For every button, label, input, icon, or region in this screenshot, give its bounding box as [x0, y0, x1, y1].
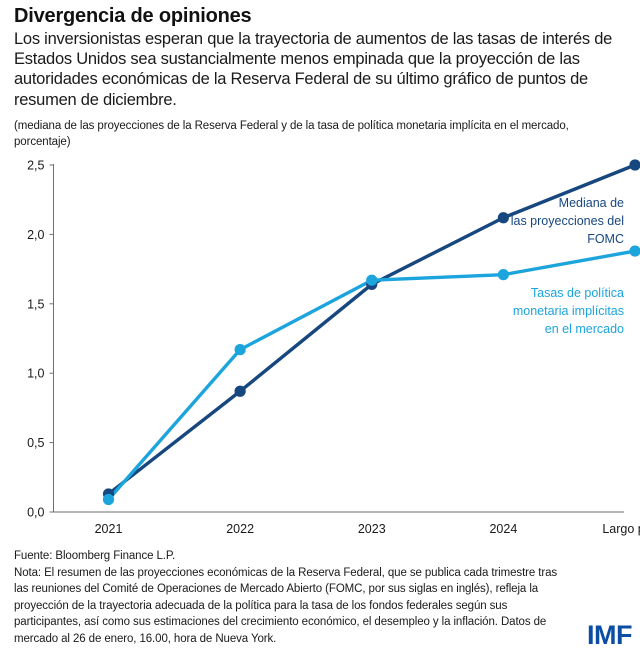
chart-footer: Fuente: Bloomberg Finance L.P. Nota: El …: [14, 548, 570, 647]
series-label: las proyecciones del: [511, 214, 624, 228]
x-tick-label: 2024: [489, 522, 517, 536]
y-tick-label: 2,0: [27, 228, 44, 242]
chart-subtitle: Los inversionistas esperan que la trayec…: [14, 30, 613, 109]
x-tick-label: 2023: [358, 522, 386, 536]
data-point: [629, 245, 640, 257]
series-label: monetaria implícitas: [513, 304, 624, 318]
x-axis-ticks: 2021 2022 2023 2024 Largo plazo: [95, 522, 640, 536]
note-text: Nota: El resumen de las proyecciones eco…: [14, 566, 558, 645]
y-tick-label: 2,5: [27, 159, 44, 173]
y-tick-label: 0,5: [27, 436, 44, 450]
y-axis-ticks: 0,0 0,5 1,0 1,5 2,0 2,5: [27, 159, 54, 520]
series-labels: Mediana de las proyecciones del FOMC Tasas …: [511, 196, 624, 336]
data-point: [629, 159, 640, 171]
series-label: FOMC: [587, 232, 624, 246]
series-label: Tasas de política: [531, 286, 624, 300]
data-point: [366, 274, 378, 286]
x-tick-label: 2022: [226, 522, 254, 536]
imf-logo: IMF: [587, 620, 633, 650]
source-text: Fuente: Bloomberg Finance L.P.: [14, 550, 176, 562]
y-tick-label: 0,0: [27, 506, 44, 520]
data-point: [102, 493, 115, 506]
data-point: [497, 212, 509, 224]
x-tick-label: 2021: [95, 522, 123, 536]
y-tick-label: 1,0: [27, 367, 44, 381]
chart-units-note: (mediana de las proyecciones de la Reser…: [14, 120, 569, 148]
y-tick-label: 1,5: [27, 297, 44, 311]
line-chart: 0,0 0,5 1,0 1,5 2,0 2,5 2021 2022 2023 2024 Largo…: [0, 150, 640, 550]
x-tick-label: Largo plazo: [602, 522, 640, 536]
series-points: [102, 159, 640, 506]
series-label: Mediana de: [559, 196, 624, 210]
series-label: en el mercado: [545, 322, 624, 336]
data-point: [497, 269, 509, 281]
data-point: [234, 385, 246, 397]
page-title: Divergencia de opiniones: [14, 5, 252, 27]
data-point: [234, 344, 246, 356]
chart-header: Divergencia de opiniones Los inversionis…: [14, 4, 626, 110]
